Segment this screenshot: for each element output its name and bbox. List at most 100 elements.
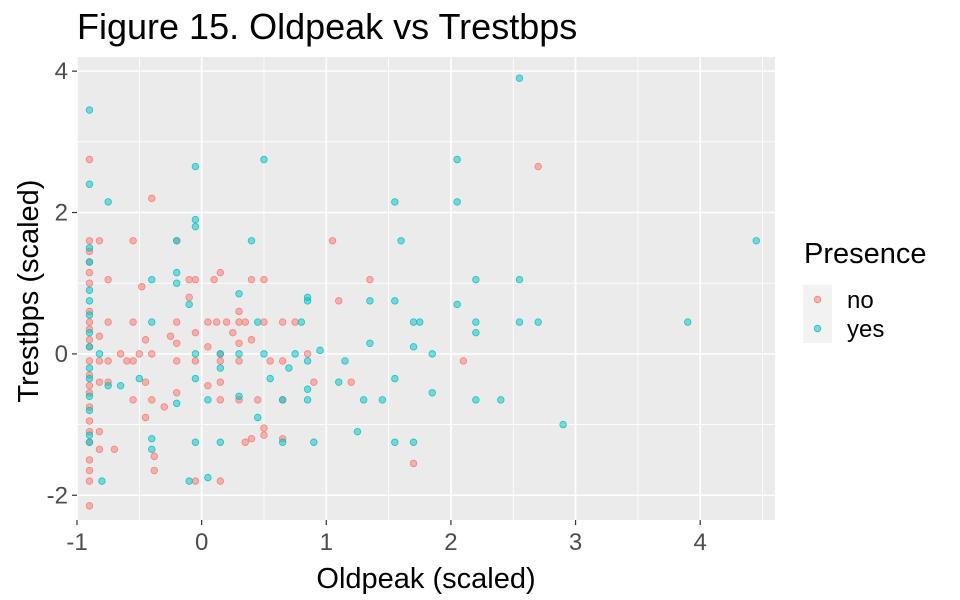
data-point-yes (216, 438, 225, 446)
data-point-yes (148, 318, 156, 326)
data-point-no (104, 318, 112, 326)
data-point-yes (515, 318, 524, 326)
x-tick-label: 0 (195, 529, 208, 556)
data-point-yes (216, 350, 225, 358)
data-point-no (116, 350, 125, 358)
data-point-no (160, 403, 168, 411)
data-point-no (204, 318, 212, 326)
data-point-yes (98, 477, 106, 485)
data-point-no (235, 307, 243, 316)
data-point-no (129, 357, 137, 365)
data-point-yes (366, 297, 374, 305)
data-point-yes (291, 350, 299, 358)
data-point-yes (191, 438, 200, 446)
data-point-no (366, 275, 374, 284)
data-point-yes (534, 318, 542, 326)
data-point-yes (409, 318, 418, 326)
data-point-yes (235, 392, 243, 400)
data-point-yes (303, 357, 312, 365)
legend-label-no: no (847, 287, 874, 314)
data-point-no (166, 332, 175, 340)
data-point-yes (472, 318, 480, 326)
data-point-no (150, 466, 158, 475)
x-tick-label: 1 (320, 529, 333, 556)
data-point-yes (416, 318, 424, 326)
data-point-no (173, 389, 181, 397)
data-point-no (150, 452, 158, 461)
data-point-yes (85, 343, 94, 351)
data-point-no (212, 318, 221, 326)
y-tick-label: 2 (55, 200, 68, 227)
data-point-yes (303, 385, 312, 393)
series-yes (85, 74, 761, 485)
data-point-no (85, 477, 94, 485)
data-point-yes (303, 297, 312, 305)
data-point-yes (316, 346, 324, 355)
data-point-yes (85, 286, 94, 294)
data-point-yes (191, 350, 200, 358)
data-point-no (138, 283, 146, 291)
data-point-yes (85, 258, 94, 266)
grid-lines (76, 57, 775, 520)
data-point-yes (310, 438, 318, 446)
legend-marker-yes (813, 324, 822, 333)
data-point-no (104, 357, 112, 365)
data-point-no (191, 357, 200, 365)
data-point-no (303, 350, 312, 358)
data-point-no (148, 396, 156, 404)
data-point-no (95, 332, 104, 340)
data-point-yes (515, 74, 524, 82)
data-point-no (191, 328, 200, 337)
legend-label-yes: yes (847, 316, 884, 343)
data-point-yes (353, 427, 362, 436)
data-point-no (310, 378, 318, 386)
data-point-yes (515, 275, 524, 284)
data-point-yes (85, 431, 94, 439)
data-point-no (95, 237, 104, 245)
data-point-no (222, 318, 231, 326)
data-point-no (347, 378, 355, 386)
data-point-no (110, 445, 119, 454)
x-tick-label: 3 (569, 529, 582, 556)
data-point-no (216, 396, 225, 404)
data-point-yes (173, 268, 181, 277)
data-point-no (534, 162, 542, 171)
data-point-no (85, 268, 94, 277)
data-point-no (95, 427, 104, 436)
data-point-yes (359, 396, 368, 404)
data-point-yes (95, 350, 104, 358)
data-point-no (148, 194, 156, 203)
data-point-no (260, 431, 268, 439)
data-point-yes (148, 435, 156, 443)
data-point-no (85, 336, 94, 344)
data-point-yes (235, 290, 243, 298)
data-point-yes (428, 350, 436, 358)
data-point-no (173, 339, 181, 347)
data-point-no (204, 381, 212, 390)
data-point-yes (472, 396, 480, 404)
data-point-yes (335, 378, 343, 386)
data-point-yes (104, 198, 112, 206)
data-point-yes (428, 389, 436, 397)
y-tick-label: 4 (55, 58, 68, 85)
data-point-yes (191, 215, 200, 224)
data-point-yes (559, 420, 567, 429)
data-point-no (204, 343, 212, 351)
data-point-no (191, 275, 200, 284)
data-point-yes (260, 350, 268, 358)
data-point-no (216, 268, 225, 277)
data-point-no (459, 357, 468, 365)
data-point-no (135, 350, 144, 358)
data-point-no (104, 275, 112, 284)
plot-panel (77, 57, 775, 520)
data-point-no (266, 357, 274, 365)
data-point-no (173, 318, 181, 326)
data-point-no (278, 357, 287, 365)
data-point-no (291, 318, 299, 326)
data-point-no (235, 339, 243, 347)
data-point-no (241, 318, 249, 326)
data-point-no (278, 318, 287, 326)
data-point-yes (148, 445, 156, 454)
